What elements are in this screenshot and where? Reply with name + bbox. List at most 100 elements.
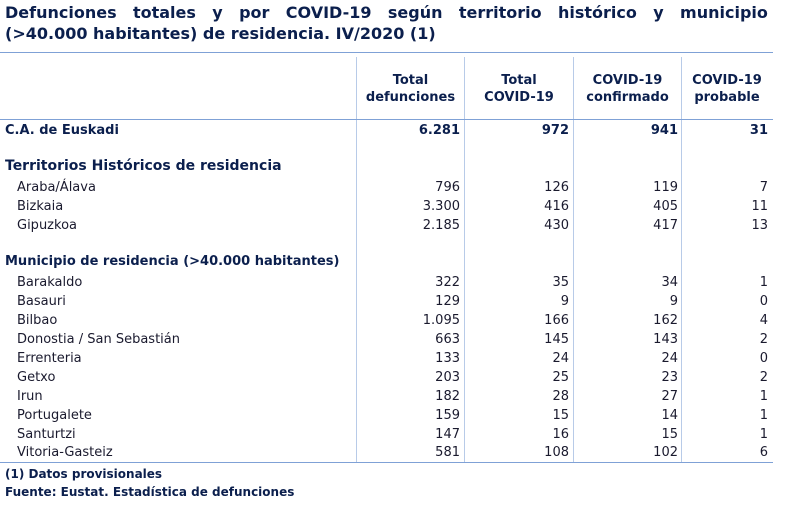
cell-covid-probable: 1	[759, 275, 768, 290]
column-header-line: Total	[392, 73, 429, 88]
table-row: Portugalete 159 15 14 1	[0, 406, 773, 425]
title-line-1: Defunciones totales y por COVID-19 según…	[5, 2, 768, 23]
cell-covid-probable: 1	[759, 427, 768, 442]
cell-total-covid: 35	[552, 275, 569, 290]
table-row: Basauri 129 9 9 0	[0, 292, 773, 311]
cell-total-defunciones: 322	[435, 275, 460, 290]
cell-total-defunciones: 133	[435, 351, 460, 366]
cell-total-defunciones: 147	[435, 427, 460, 442]
cell-total-defunciones: 6.281	[418, 123, 460, 138]
column-divider	[573, 57, 574, 462]
cell-covid-confirmado: 24	[661, 351, 678, 366]
cell-total-defunciones: 182	[435, 389, 460, 404]
row-label: Errenteria	[17, 351, 82, 366]
row-label: Araba/Álava	[17, 180, 96, 195]
table-row: Donostia / San Sebastián 663 145 143 2	[0, 330, 773, 349]
row-label: Vitoria-Gasteiz	[17, 445, 113, 460]
cell-total-defunciones: 3.300	[422, 199, 460, 214]
cell-covid-confirmado: 15	[661, 427, 678, 442]
cell-covid-probable: 2	[759, 370, 768, 385]
row-label: Basauri	[17, 294, 66, 309]
cell-total-covid: 972	[541, 123, 569, 138]
cell-covid-confirmado: 102	[653, 445, 678, 460]
cell-covid-confirmado: 34	[661, 275, 678, 290]
cell-total-defunciones: 2.185	[422, 218, 460, 233]
cell-covid-confirmado: 143	[653, 332, 678, 347]
row-label: C.A. de Euskadi	[5, 123, 119, 138]
cell-total-defunciones: 129	[435, 294, 460, 309]
cell-total-covid: 126	[544, 180, 569, 195]
cell-covid-probable: 0	[759, 351, 768, 366]
table-row: Getxo 203 25 23 2	[0, 368, 773, 387]
cell-total-covid: 28	[552, 389, 569, 404]
row-label: Bilbao	[17, 313, 58, 328]
column-header-line: COVID-19	[692, 73, 762, 88]
cell-total-defunciones: 203	[435, 370, 460, 385]
column-header-total-defunciones: Total defunciones	[357, 72, 464, 106]
column-divider	[356, 57, 357, 462]
column-header-line: COVID-19	[592, 73, 663, 88]
cell-covid-confirmado: 9	[669, 294, 678, 309]
cell-covid-confirmado: 14	[661, 408, 678, 423]
table-row: Araba/Álava 796 126 119 7	[0, 178, 773, 197]
cell-covid-probable: 13	[751, 218, 768, 233]
cell-covid-probable: 31	[749, 123, 768, 138]
row-label: Getxo	[17, 370, 56, 385]
title-word: por	[239, 3, 270, 22]
column-header-line: Total	[501, 73, 537, 88]
cell-covid-probable: 2	[759, 332, 768, 347]
row-label: Donostia / San Sebastián	[17, 332, 180, 347]
cell-total-defunciones: 581	[435, 445, 460, 460]
cell-covid-probable: 11	[751, 199, 768, 214]
title-word: Defunciones	[5, 3, 117, 22]
table-row: Bizkaia 3.300 416 405 11	[0, 197, 773, 216]
column-header-line: confirmado	[586, 90, 669, 105]
cell-total-covid: 166	[544, 313, 569, 328]
cell-covid-probable: 6	[759, 445, 768, 460]
cell-covid-confirmado: 417	[653, 218, 678, 233]
table-row: Vitoria-Gasteiz 581 108 102 6	[0, 443, 773, 462]
table-row: Santurtzi 147 16 15 1	[0, 425, 773, 444]
column-divider	[464, 57, 465, 462]
title-word: y	[212, 3, 223, 22]
cell-covid-confirmado: 941	[650, 123, 678, 138]
column-header-line: defunciones	[365, 90, 456, 105]
cell-covid-confirmado: 23	[661, 370, 678, 385]
footnote-source: Fuente: Eustat. Estadística de defuncion…	[5, 485, 295, 499]
cell-total-defunciones: 1.095	[422, 313, 460, 328]
cell-covid-probable: 1	[759, 389, 768, 404]
column-header-covid-probable: COVID-19 probable	[682, 72, 772, 106]
cell-total-covid: 15	[552, 408, 569, 423]
title-word: y	[653, 3, 664, 22]
table-row-total: C.A. de Euskadi 6.281 972 941 31	[0, 121, 773, 140]
cell-total-defunciones: 159	[435, 408, 460, 423]
table-row: Bilbao 1.095 166 162 4	[0, 311, 773, 330]
cell-covid-confirmado: 405	[653, 199, 678, 214]
cell-total-covid: 430	[544, 218, 569, 233]
cell-covid-probable: 1	[759, 408, 768, 423]
row-label: Irun	[17, 389, 43, 404]
cell-total-covid: 416	[544, 199, 569, 214]
table-top-rule	[0, 52, 773, 53]
section-heading-territorios: Territorios Históricos de residencia	[5, 158, 282, 174]
table-bottom-rule	[0, 462, 773, 463]
title-word: COVID-19	[285, 3, 372, 22]
column-header-total-covid: Total COVID-19	[465, 72, 573, 106]
table-row: Irun 182 28 27 1	[0, 387, 773, 406]
cell-covid-confirmado: 27	[661, 389, 678, 404]
column-header-line: COVID-19	[484, 90, 554, 105]
section-heading-municipios: Municipio de residencia (>40.000 habitan…	[5, 254, 340, 269]
title-line-2: (>40.000 habitantes) de residencia. IV/2…	[5, 24, 436, 43]
row-label: Barakaldo	[17, 275, 83, 290]
title-word: totales	[132, 3, 196, 22]
table-row: Gipuzkoa 2.185 430 417 13	[0, 216, 773, 235]
cell-covid-probable: 0	[759, 294, 768, 309]
cell-covid-probable: 7	[759, 180, 768, 195]
cell-total-covid: 25	[552, 370, 569, 385]
cell-total-covid: 9	[560, 294, 569, 309]
header-separator	[0, 119, 773, 120]
table-row: Errenteria 133 24 24 0	[0, 349, 773, 368]
cell-covid-probable: 4	[759, 313, 768, 328]
cell-total-covid: 145	[544, 332, 569, 347]
cell-total-covid: 108	[544, 445, 569, 460]
